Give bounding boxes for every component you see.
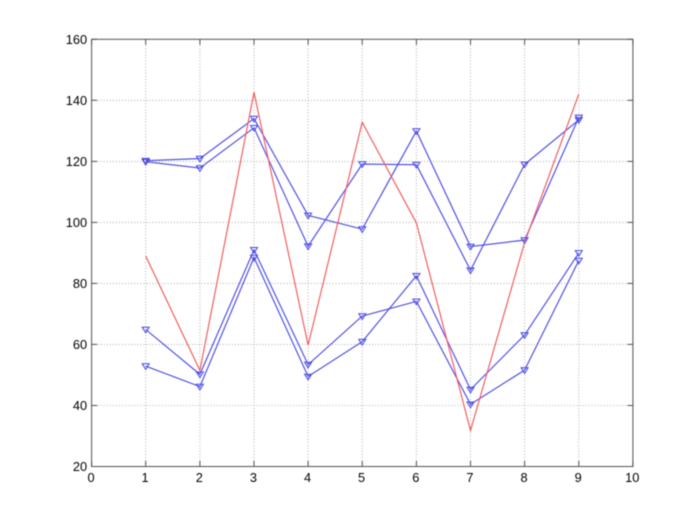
svg-text:10: 10 [625, 470, 639, 485]
svg-text:3: 3 [250, 470, 257, 485]
svg-text:100: 100 [66, 215, 87, 230]
svg-text:8: 8 [520, 470, 527, 485]
svg-text:9: 9 [575, 470, 582, 485]
svg-text:160: 160 [66, 32, 87, 47]
svg-text:0: 0 [87, 470, 94, 485]
svg-text:7: 7 [466, 470, 473, 485]
svg-text:80: 80 [73, 276, 87, 291]
svg-text:20: 20 [73, 459, 87, 474]
svg-text:6: 6 [412, 470, 419, 485]
svg-text:120: 120 [66, 154, 87, 169]
svg-text:2: 2 [196, 470, 203, 485]
svg-text:4: 4 [304, 470, 311, 485]
svg-text:40: 40 [73, 398, 87, 413]
svg-text:60: 60 [73, 337, 87, 352]
svg-text:5: 5 [358, 470, 365, 485]
svg-text:1: 1 [142, 470, 149, 485]
svg-text:140: 140 [66, 93, 87, 108]
